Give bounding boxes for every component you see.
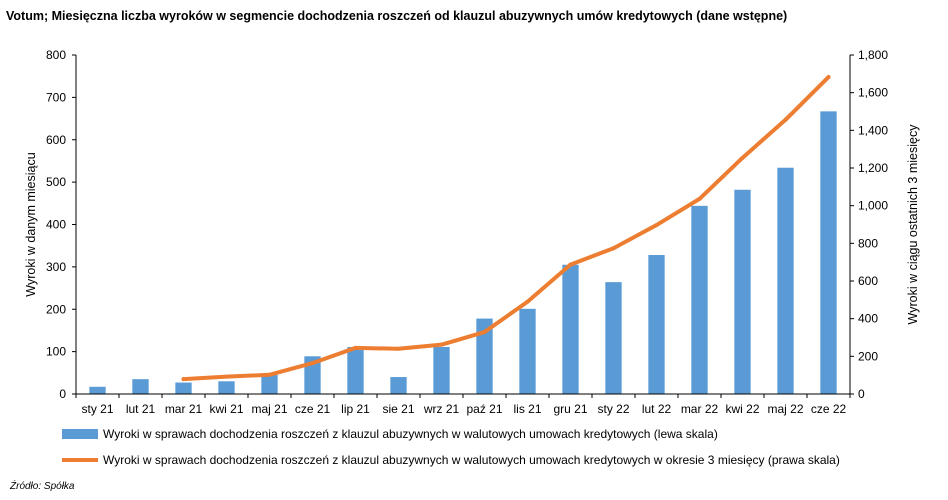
line-point [353, 345, 358, 350]
x-tick-label: gru 21 [553, 402, 587, 416]
y-left-tick-label: 300 [46, 260, 66, 274]
bar [519, 308, 536, 394]
y-left-tick-label: 400 [46, 218, 66, 232]
y-right-tick-label: 1,600 [858, 86, 888, 100]
line-point [525, 299, 530, 304]
y-right-tick-label: 1,400 [858, 123, 888, 137]
line-point [267, 372, 272, 377]
x-tick-label: lut 21 [126, 402, 156, 416]
y-left-tick-label: 700 [46, 90, 66, 104]
line-point [482, 330, 487, 335]
y-left-tick-label: 200 [46, 302, 66, 316]
y-right-tick-label: 200 [858, 349, 878, 363]
x-tick-label: lip 21 [341, 402, 370, 416]
line-point [224, 374, 229, 379]
y-left-tick-label: 600 [46, 133, 66, 147]
x-tick-label: lut 22 [642, 402, 672, 416]
y-left-tick-label: 500 [46, 175, 66, 189]
bar [562, 264, 579, 394]
bar-series [89, 111, 837, 394]
x-tick-label: mar 21 [165, 402, 203, 416]
line-point [181, 377, 186, 382]
bar [347, 346, 364, 394]
legend-bar-swatch [62, 429, 98, 439]
x-tick-label: sty 21 [81, 402, 113, 416]
x-tick-label: lis 21 [513, 402, 541, 416]
bar [218, 381, 235, 394]
x-tick-label: sie 21 [382, 402, 414, 416]
bar [132, 379, 149, 394]
bar [820, 111, 837, 394]
legend-bar-label: Wyroki w sprawach dochodzenia roszczeń z… [103, 427, 718, 441]
axes: 0 100 200 300 400 500 600 700 800 0 200 400 600 800 1,… [46, 48, 888, 416]
line-point [826, 75, 831, 80]
bar [433, 346, 450, 394]
y-left-tick-label: 100 [46, 345, 66, 359]
chart-title: Votum; Miesięczna liczba wyroków w segme… [6, 9, 788, 23]
y-left-tick-label: 800 [46, 48, 66, 62]
y-right-tick-label: 0 [858, 387, 865, 401]
y-right-tick-label: 800 [858, 236, 878, 250]
x-tick-label: kwi 21 [209, 402, 243, 416]
bar [648, 255, 665, 394]
y-right-tick-label: 1,200 [858, 161, 888, 175]
line-point [611, 246, 616, 251]
y-left-tick-label: 0 [59, 387, 66, 401]
x-tick-label: maj 21 [251, 402, 287, 416]
line-point [396, 346, 401, 351]
bar [390, 377, 407, 394]
x-tick-label: cze 21 [295, 402, 331, 416]
bar [261, 374, 278, 394]
line-point [654, 223, 659, 228]
bar [691, 205, 708, 394]
line-series-layer [181, 75, 831, 382]
line-point [568, 262, 573, 267]
x-tick-label: cze 22 [811, 402, 847, 416]
x-tick-label: wrz 21 [423, 402, 460, 416]
y-axis-right-title: Wyroki w ciągu ostatnich 3 miesięcy [906, 124, 920, 325]
y-right-tick-label: 600 [858, 274, 878, 288]
line-point [310, 361, 315, 366]
bar [89, 386, 106, 394]
bar [605, 282, 622, 394]
y-axis-left-title: Wyroki w danym miesiącu [24, 152, 38, 296]
x-tick-label: sty 22 [597, 402, 629, 416]
line-point [697, 196, 702, 201]
y-right-tick-label: 1,800 [858, 48, 888, 62]
bar [777, 167, 794, 394]
y-right-tick-label: 1,000 [858, 199, 888, 213]
source-note: Źródło: Spółka [10, 481, 75, 492]
y-right-tick-label: 400 [858, 312, 878, 326]
legend: Wyroki w sprawach dochodzenia roszczeń z… [62, 427, 840, 467]
line-point [439, 342, 444, 347]
bar [476, 318, 493, 394]
x-tick-label: kwi 22 [725, 402, 759, 416]
x-tick-label: maj 22 [767, 402, 803, 416]
x-tick-label: mar 22 [681, 402, 719, 416]
x-tick-label: paź 21 [466, 402, 502, 416]
series-line [181, 75, 831, 382]
legend-line-label: Wyroki w sprawach dochodzenia roszczeń z… [103, 453, 840, 467]
line-point [740, 155, 745, 160]
bar [175, 382, 192, 394]
bar [734, 189, 751, 394]
line-point [783, 117, 788, 122]
